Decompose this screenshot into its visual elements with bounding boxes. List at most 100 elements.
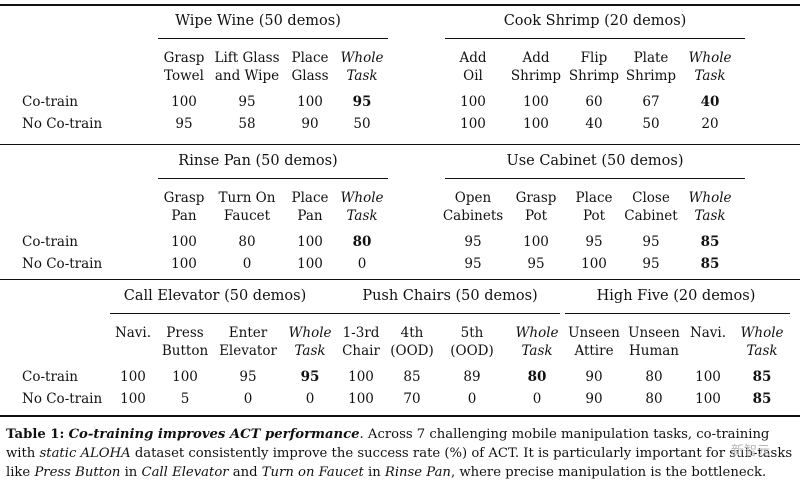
task-underline	[445, 178, 745, 179]
cell-no-co-train: 58	[238, 116, 256, 132]
table-rule	[0, 415, 800, 417]
column-header: Whole	[688, 50, 732, 66]
cell-no-co-train: 50	[642, 116, 660, 132]
column-header: Grasp	[163, 190, 205, 206]
row-label-no-co-train: No Co-train	[22, 391, 103, 407]
cell-no-co-train: 100	[171, 256, 197, 272]
cell-no-co-train: 85	[752, 391, 772, 407]
column-header: Close	[632, 190, 670, 206]
column-header: Pot	[582, 208, 606, 224]
column-header: Whole	[340, 190, 384, 206]
column-header: Faucet	[223, 208, 271, 224]
column-header: Task	[346, 208, 378, 224]
cell-co-train: 100	[460, 94, 486, 110]
caption-heading: Co-training improves ACT performance	[68, 427, 360, 442]
column-header: Place	[575, 190, 613, 206]
cell-co-train: 100	[348, 369, 374, 385]
column-header: Whole	[688, 190, 732, 206]
column-header: Task	[694, 208, 726, 224]
row-label-no-co-train: No Co-train	[22, 116, 103, 132]
column-header: Press	[166, 325, 204, 341]
column-header: Place	[291, 50, 329, 66]
cell-no-co-train: 95	[175, 116, 193, 132]
caption-text-3: dataset consistently improve the success…	[130, 446, 793, 461]
cell-co-train: 100	[171, 234, 197, 250]
column-header: (OOD)	[450, 343, 494, 359]
caption-text-4: like	[6, 465, 35, 480]
caption-emph-3: Turn on Faucet	[261, 465, 364, 480]
column-header: Pan	[297, 208, 323, 224]
cell-no-co-train: 5	[180, 391, 190, 407]
column-header: Add	[459, 50, 487, 66]
cell-co-train: 67	[642, 94, 660, 110]
column-header: Elevator	[219, 343, 277, 359]
cell-co-train: 100	[297, 234, 323, 250]
caption-label: Table 1:	[6, 427, 65, 442]
column-header: 4th	[400, 325, 424, 341]
column-header: Whole	[288, 325, 332, 341]
column-header: Button	[161, 343, 209, 359]
caption-text-5: in	[120, 465, 142, 480]
cell-no-co-train: 0	[532, 391, 542, 407]
column-header: Task	[346, 68, 378, 84]
cell-no-co-train: 100	[523, 116, 549, 132]
cell-co-train: 85	[403, 369, 421, 385]
caption-text-6: and	[228, 465, 262, 480]
cell-co-train: 95	[238, 94, 256, 110]
table-rule	[0, 144, 800, 145]
row-label-co-train: Co-train	[22, 369, 78, 385]
cell-no-co-train: 100	[581, 256, 607, 272]
column-header: Navi.	[689, 325, 727, 341]
cell-no-co-train: 90	[585, 391, 603, 407]
column-header: Enter	[228, 325, 268, 341]
row-label-no-co-train: No Co-train	[22, 256, 103, 272]
task-underline	[340, 313, 560, 314]
cell-co-train: 100	[172, 369, 198, 385]
cell-no-co-train: 95	[527, 256, 545, 272]
cell-co-train: 95	[642, 234, 660, 250]
column-header: Open	[454, 190, 492, 206]
task-title: Cook Shrimp (20 demos)	[503, 13, 687, 29]
cell-no-co-train: 0	[357, 256, 367, 272]
column-header: Grasp	[163, 50, 205, 66]
task-title: Rinse Pan (50 demos)	[178, 153, 338, 169]
task-title: Wipe Wine (50 demos)	[175, 13, 341, 29]
column-header: Cabinet	[624, 208, 678, 224]
cell-co-train: 85	[700, 234, 720, 250]
column-header: Towel	[164, 68, 204, 84]
table-rule	[0, 279, 800, 280]
column-header: Add	[522, 50, 550, 66]
cell-co-train: 60	[585, 94, 603, 110]
column-header: Human	[628, 343, 680, 359]
table-caption: Table 1: Co-training improves ACT perfor…	[6, 425, 796, 482]
caption-emph-4: Rinse Pan	[384, 465, 451, 480]
cell-no-co-train: 100	[695, 391, 721, 407]
caption-dataset: static ALOHA	[39, 446, 131, 461]
column-header: Pan	[171, 208, 197, 224]
task-title: High Five (20 demos)	[596, 288, 756, 304]
caption-text-2: with	[6, 446, 40, 461]
cell-no-co-train: 0	[242, 256, 252, 272]
table-rule	[0, 4, 800, 6]
cell-no-co-train: 0	[467, 391, 477, 407]
task-underline	[565, 313, 790, 314]
column-header: Shrimp	[510, 68, 562, 84]
column-header: Pot	[524, 208, 548, 224]
column-header: Shrimp	[625, 68, 677, 84]
cell-co-train: 85	[752, 369, 772, 385]
column-header: Cabinets	[442, 208, 504, 224]
cell-co-train: 80	[352, 234, 372, 250]
cell-co-train: 100	[695, 369, 721, 385]
caption-emph-1: Press Button	[34, 465, 121, 480]
cell-co-train: 100	[297, 94, 323, 110]
column-header: Task	[521, 343, 553, 359]
cell-co-train: 95	[585, 234, 603, 250]
cell-co-train: 100	[120, 369, 146, 385]
cell-no-co-train: 70	[403, 391, 421, 407]
column-header: Whole	[740, 325, 784, 341]
cell-no-co-train: 50	[353, 116, 371, 132]
cell-co-train: 100	[171, 94, 197, 110]
cell-co-train: 80	[645, 369, 663, 385]
cell-no-co-train: 100	[348, 391, 374, 407]
cell-co-train: 95	[352, 94, 372, 110]
